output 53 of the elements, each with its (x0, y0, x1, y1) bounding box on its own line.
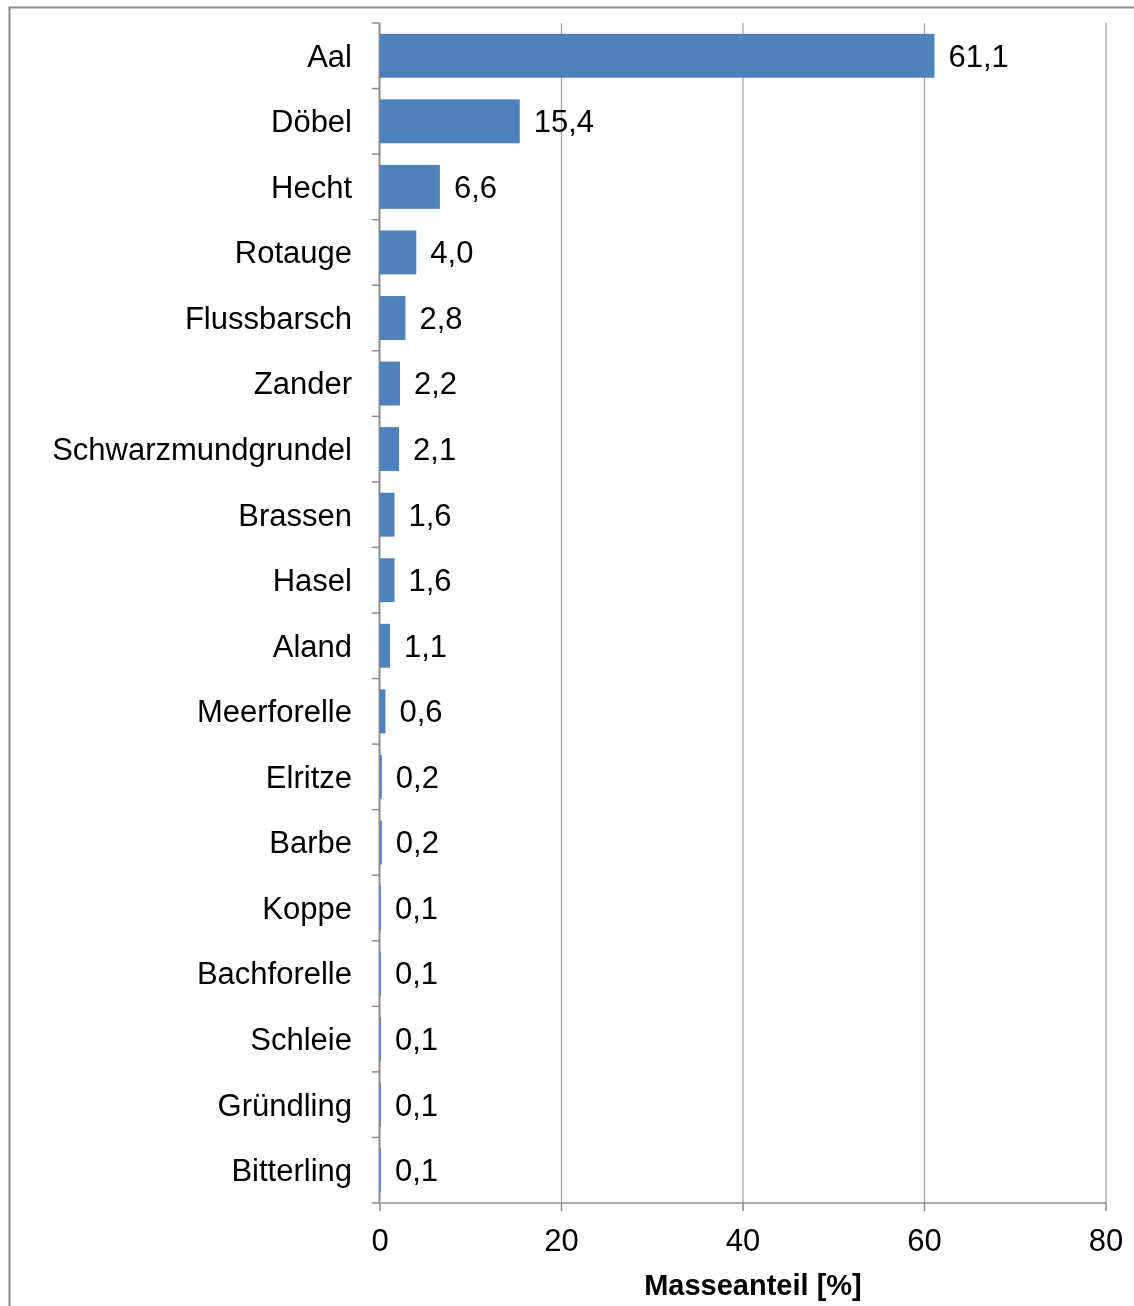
x-tick-label: 60 (907, 1222, 942, 1258)
bar (380, 623, 390, 668)
data-label: 0,1 (394, 956, 439, 992)
data-label: 61,1 (948, 38, 1009, 74)
y-tick-label: Schleie (250, 1021, 352, 1057)
bar (380, 296, 406, 340)
data-label: 0,2 (395, 759, 439, 795)
y-tick-label: Hecht (271, 169, 353, 205)
y-tick-label: Hasel (272, 563, 352, 599)
data-label: 1,1 (403, 628, 448, 664)
x-tick-label: 0 (371, 1222, 389, 1258)
bar (380, 361, 400, 406)
data-label: 2,8 (419, 300, 463, 336)
data-label: 0,1 (394, 1021, 439, 1057)
y-tick-label: Döbel (271, 104, 352, 140)
data-label: 2,2 (413, 366, 458, 402)
bar (380, 230, 417, 275)
x-tick-label: 80 (1088, 1222, 1124, 1258)
y-tick-label: Koppe (262, 890, 352, 926)
y-tick-label: Barbe (269, 825, 352, 861)
bar (380, 164, 440, 209)
data-label: 2,1 (413, 431, 457, 467)
y-tick-label: Brassen (238, 497, 352, 533)
y-tick-label: Rotauge (234, 235, 352, 271)
y-tick-label: Aal (307, 38, 352, 74)
y-tick-label: Schwarzmundgrundel (52, 431, 352, 467)
data-label: 0,2 (395, 825, 439, 861)
y-tick-label: Bitterling (231, 1153, 352, 1189)
data-label: 0,1 (394, 1087, 439, 1123)
y-tick-label: Zander (253, 366, 352, 402)
data-label: 0,1 (394, 1153, 439, 1189)
bar (380, 99, 520, 144)
data-label: 0,1 (394, 890, 439, 926)
x-tick-label: 20 (544, 1222, 579, 1258)
data-label: 6,6 (453, 169, 497, 205)
bar (380, 558, 395, 603)
data-label: 0,6 (399, 694, 443, 730)
y-tick-label: Gründling (217, 1087, 352, 1123)
bar (380, 492, 395, 537)
data-label: 1,6 (408, 497, 452, 533)
bar (380, 33, 935, 78)
bar (380, 427, 400, 472)
y-tick-label: Flussbarsch (184, 300, 352, 336)
y-tick-label: Aland (272, 628, 352, 664)
y-tick-label: Elritze (265, 759, 352, 795)
data-label: 15,4 (533, 104, 595, 140)
bar (380, 689, 386, 734)
x-tick-label: 40 (725, 1222, 761, 1258)
y-tick-label: Bachforelle (196, 956, 352, 992)
data-label: 1,6 (408, 563, 452, 599)
y-tick-label: Meerforelle (196, 694, 352, 730)
data-label: 4,0 (430, 235, 474, 271)
x-axis-title: Masseanteil [%] (644, 1269, 862, 1302)
